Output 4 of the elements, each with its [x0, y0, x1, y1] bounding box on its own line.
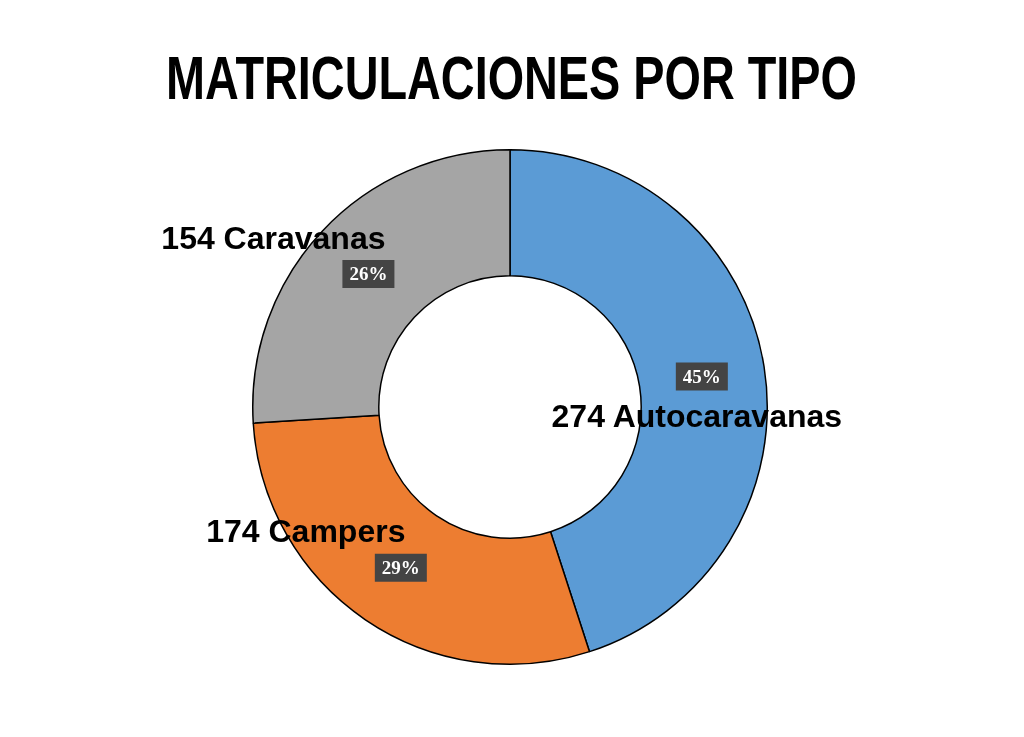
data-label: 29%	[381, 556, 420, 578]
chart-title: MATRICULACIONES POR TIPO	[166, 43, 858, 112]
data-label: 45%	[682, 365, 721, 387]
data-label: 26%	[349, 262, 388, 284]
